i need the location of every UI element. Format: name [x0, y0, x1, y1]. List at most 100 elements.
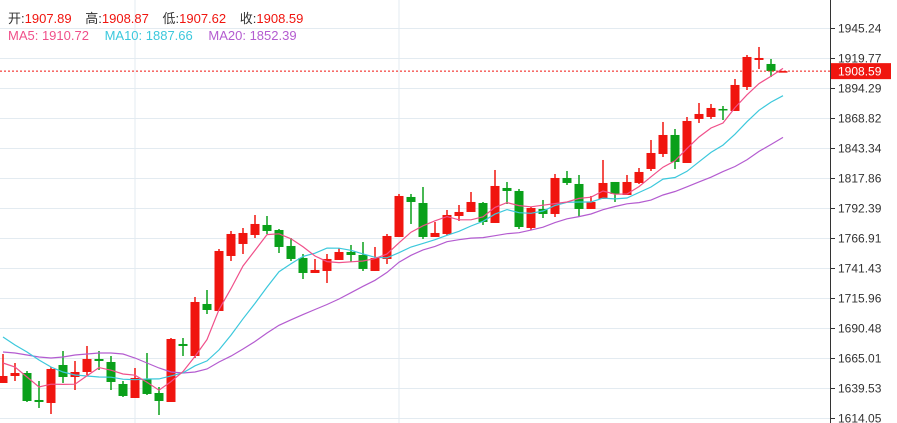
- y-tick-label: 1843.34: [838, 142, 882, 156]
- y-tick-label: 1919.77: [838, 52, 882, 66]
- candle-body: [190, 301, 200, 356]
- candle-body: [586, 201, 596, 209]
- candle-body: [142, 378, 152, 394]
- open-value: 1907.89: [24, 11, 72, 26]
- candle: [286, 237, 296, 261]
- candle: [706, 103, 716, 119]
- candle-body: [118, 383, 128, 396]
- candle: [574, 174, 584, 217]
- candle-body: [202, 303, 212, 310]
- candle-body: [382, 235, 392, 259]
- candle-body: [406, 196, 416, 202]
- y-tick-label: 1665.01: [838, 352, 882, 366]
- candle: [766, 58, 776, 77]
- candle-body: [298, 257, 308, 273]
- candle-body: [310, 269, 320, 273]
- candle: [178, 337, 188, 356]
- candle: [10, 362, 20, 381]
- candle-body: [370, 257, 380, 271]
- candle: [550, 173, 560, 217]
- candle: [142, 352, 152, 395]
- candle: [274, 228, 284, 253]
- high-label: 高:: [85, 11, 102, 26]
- candle: [694, 102, 704, 123]
- candle-body: [250, 223, 260, 235]
- candle: [202, 289, 212, 314]
- candle-body: [646, 152, 656, 169]
- low-value: 1907.62: [179, 11, 227, 26]
- candle: [346, 244, 356, 262]
- y-tick-label: 1792.39: [838, 202, 882, 216]
- ohlc-legend: 开:1907.89 高:1908.87 低:1907.62 收:1908.59: [8, 8, 313, 27]
- candle: [250, 214, 260, 238]
- high-value: 1908.87: [101, 11, 149, 26]
- candle-body: [46, 368, 56, 403]
- candle-body: [514, 190, 524, 227]
- candle-body: [610, 181, 620, 194]
- candle-body: [718, 108, 728, 111]
- candles: [0, 46, 788, 415]
- candle: [514, 188, 524, 229]
- close-label: 收:: [239, 11, 257, 26]
- ma20-legend: MA20: 1852.39: [208, 28, 297, 43]
- candle-body: [682, 120, 692, 163]
- candle-body: [0, 375, 8, 383]
- candle-body: [106, 361, 116, 382]
- candle-body: [634, 171, 644, 183]
- moving-averages: [2, 67, 784, 391]
- candle-body: [178, 343, 188, 346]
- ma10-line: [2, 95, 784, 381]
- candle: [130, 367, 140, 398]
- candle: [262, 215, 272, 234]
- candle: [778, 70, 788, 73]
- candle: [322, 253, 332, 283]
- candle: [718, 105, 728, 120]
- candle: [238, 227, 248, 254]
- candle: [118, 380, 128, 397]
- candle: [58, 350, 68, 383]
- candle: [82, 345, 92, 375]
- candle: [358, 241, 368, 271]
- last-price-badge: [831, 63, 891, 80]
- candle-body: [22, 372, 32, 401]
- candle: [298, 253, 308, 279]
- candle: [754, 46, 764, 69]
- candle-body: [274, 229, 284, 247]
- candle-body: [766, 63, 776, 71]
- candle-body: [166, 338, 176, 402]
- candle-body: [10, 372, 20, 376]
- candle-body: [418, 202, 428, 237]
- ma-legend: MA5: 1910.72 MA10: 1887.66 MA20: 1852.39: [8, 28, 309, 43]
- candle: [646, 139, 656, 171]
- grid: [0, 0, 830, 423]
- candle-body: [82, 358, 92, 372]
- y-tick-label: 1945.24: [838, 22, 882, 36]
- candle: [430, 221, 440, 237]
- candle: [442, 209, 452, 235]
- candle-body: [466, 201, 476, 212]
- candle: [634, 167, 644, 184]
- candle: [454, 204, 464, 221]
- candle: [382, 233, 392, 264]
- candle-body: [430, 232, 440, 237]
- candle-body: [346, 251, 356, 255]
- y-tick-label: 1868.82: [838, 112, 882, 126]
- candle-body: [94, 358, 104, 361]
- candle: [106, 355, 116, 390]
- candle: [190, 296, 200, 358]
- candle-body: [262, 224, 272, 231]
- candle: [562, 170, 572, 185]
- candle-body: [622, 181, 632, 195]
- open-label: 开:: [8, 11, 25, 26]
- candle-body: [34, 399, 44, 402]
- candle-body: [322, 258, 332, 271]
- candle: [214, 248, 224, 311]
- ma5-line: [2, 67, 784, 391]
- candle: [394, 193, 404, 237]
- candle-body: [394, 195, 404, 237]
- candle-body: [742, 56, 752, 87]
- low-label: 低:: [162, 11, 180, 26]
- y-tick-label: 1690.48: [838, 322, 882, 336]
